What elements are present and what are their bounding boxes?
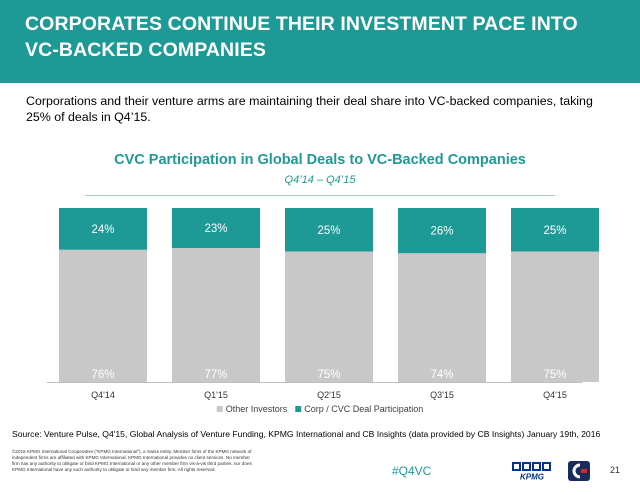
stacked-bar-chart: 24% 76% Q4'14 23% 77% Q1'15 25% 75% Q2'15 26% 74% Q… bbox=[47, 208, 599, 414]
bar-corp-cvc bbox=[398, 208, 486, 254]
hashtag: #Q4VC bbox=[392, 464, 432, 478]
bar-other-investors bbox=[511, 251, 599, 382]
header-banner: CORPORATES CONTINUE THEIR INVESTMENT PAC… bbox=[0, 0, 640, 83]
data-label-corp-cvc: 25% bbox=[317, 225, 340, 237]
legend-entry: Other Investors bbox=[226, 404, 288, 414]
data-label-corp-cvc: 23% bbox=[204, 223, 227, 235]
bar-corp-cvc bbox=[285, 208, 373, 252]
legend-entry: Corp / CVC Deal Participation bbox=[304, 404, 423, 414]
kpmg-logo: KPMG bbox=[512, 462, 551, 482]
bar-corp-cvc bbox=[511, 208, 599, 252]
bar-other-investors bbox=[172, 248, 260, 382]
data-label-corp-cvc: 24% bbox=[91, 224, 114, 236]
chart-title: CVC Participation in Global Deals to VC-… bbox=[114, 152, 526, 168]
chart-subtitle: Q4’14 – Q4’15 bbox=[284, 174, 356, 186]
intro-text: Corporations and their venture arms are … bbox=[26, 94, 593, 124]
data-label-other-investors: 76% bbox=[91, 369, 114, 381]
x-tick-label: Q2'15 bbox=[317, 390, 341, 400]
kpmg-logo-text: KPMG bbox=[520, 473, 544, 482]
bar-corp-cvc bbox=[172, 208, 260, 249]
legal-disclaimer: ©2016 KPMG International Cooperative (“K… bbox=[12, 449, 252, 473]
x-tick-label: Q3'15 bbox=[430, 390, 454, 400]
cb-insights-logo bbox=[568, 461, 590, 481]
data-label-corp-cvc: 25% bbox=[543, 225, 566, 237]
data-label-other-investors: 77% bbox=[204, 369, 227, 381]
bar-other-investors bbox=[285, 251, 373, 382]
bar-other-investors bbox=[398, 253, 486, 382]
data-label-other-investors: 75% bbox=[543, 369, 566, 381]
x-tick-label: Q4'14 bbox=[91, 390, 115, 400]
page-number: 21 bbox=[610, 465, 621, 475]
legend-swatch bbox=[295, 406, 302, 412]
x-tick-label: Q1'15 bbox=[204, 390, 228, 400]
page-title: CORPORATES CONTINUE THEIR INVESTMENT PAC… bbox=[25, 13, 578, 61]
source-note: Source: Venture Pulse, Q4'15, Global Ana… bbox=[12, 429, 601, 439]
legend-swatch bbox=[216, 406, 223, 412]
title-divider bbox=[85, 195, 555, 196]
bar-other-investors bbox=[59, 249, 147, 382]
data-label-corp-cvc: 26% bbox=[430, 226, 453, 238]
data-label-other-investors: 75% bbox=[317, 369, 340, 381]
data-label-other-investors: 74% bbox=[430, 369, 453, 381]
bar-corp-cvc bbox=[59, 208, 147, 250]
x-tick-label: Q4'15 bbox=[543, 390, 567, 400]
